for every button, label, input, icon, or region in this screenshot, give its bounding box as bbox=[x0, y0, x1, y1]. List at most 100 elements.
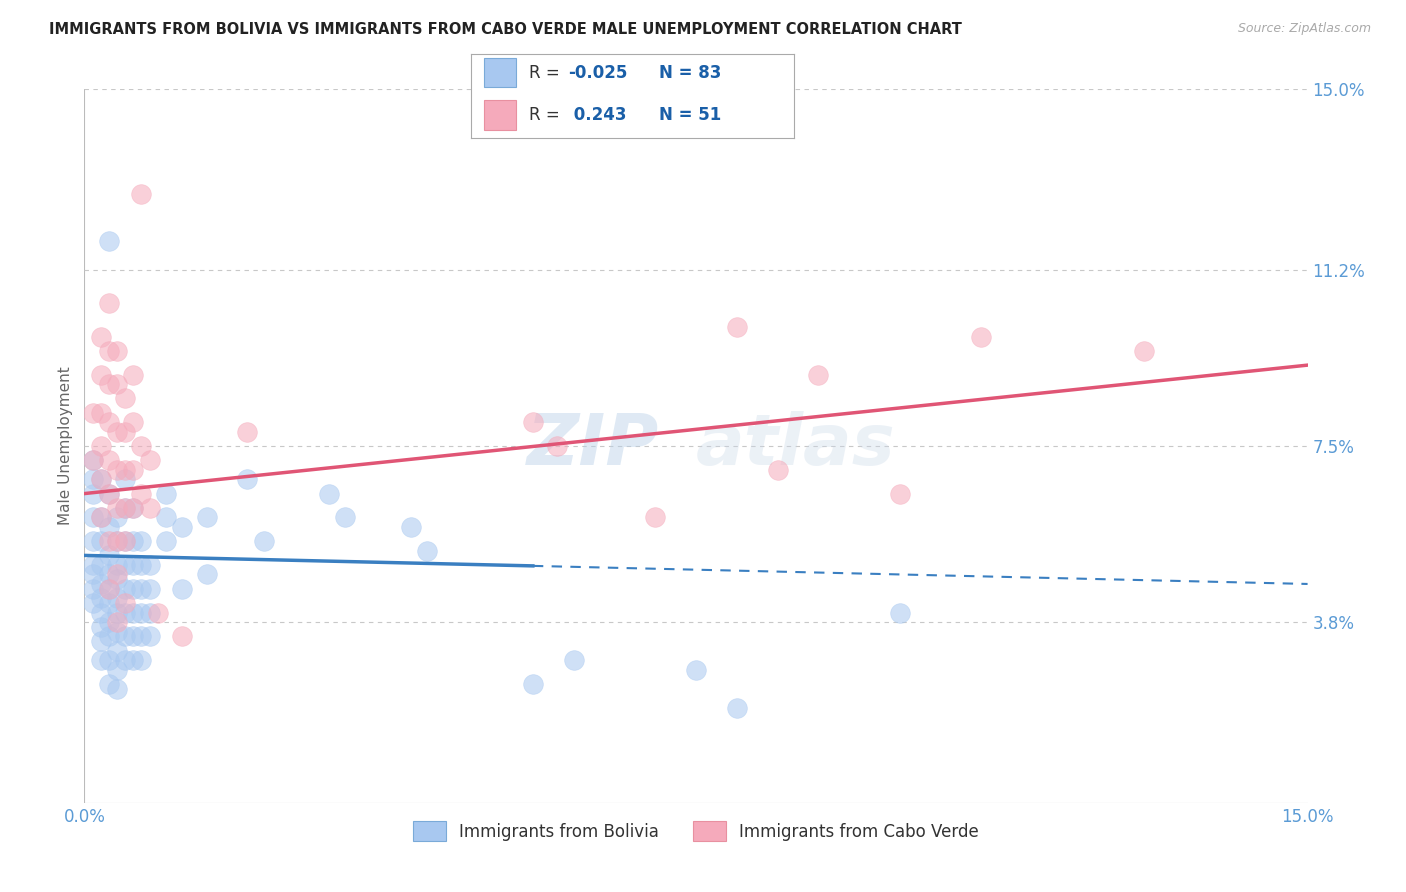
Point bbox=[97, 235, 120, 249]
Point bbox=[97, 520, 120, 534]
Point bbox=[105, 534, 128, 549]
Point bbox=[562, 653, 585, 667]
Point bbox=[82, 582, 104, 596]
Point bbox=[105, 624, 128, 639]
Point bbox=[889, 486, 911, 500]
Point bbox=[97, 343, 120, 358]
Point bbox=[97, 677, 120, 691]
Point bbox=[82, 510, 104, 524]
Point bbox=[114, 596, 136, 610]
Legend: Immigrants from Bolivia, Immigrants from Cabo Verde: Immigrants from Bolivia, Immigrants from… bbox=[406, 814, 986, 848]
Point bbox=[105, 663, 128, 677]
Point bbox=[97, 486, 120, 500]
Point bbox=[114, 653, 136, 667]
Point bbox=[114, 534, 136, 549]
Point bbox=[172, 520, 194, 534]
Point bbox=[105, 591, 128, 606]
Point bbox=[105, 558, 128, 572]
Point bbox=[122, 653, 145, 667]
Point bbox=[131, 653, 153, 667]
Point bbox=[97, 296, 120, 310]
Point bbox=[122, 415, 145, 429]
Point bbox=[90, 558, 112, 572]
Point bbox=[122, 368, 145, 382]
Point bbox=[114, 425, 136, 439]
Point bbox=[105, 377, 128, 392]
Point bbox=[122, 463, 145, 477]
Point bbox=[766, 463, 789, 477]
Point bbox=[105, 615, 128, 629]
Point bbox=[725, 700, 748, 714]
Point bbox=[97, 596, 120, 610]
Point bbox=[122, 629, 145, 643]
Point bbox=[105, 572, 128, 586]
Bar bbox=[484, 58, 516, 87]
Point bbox=[131, 534, 153, 549]
Point bbox=[1133, 343, 1156, 358]
Point bbox=[82, 453, 104, 467]
Point bbox=[138, 629, 160, 643]
Point bbox=[114, 500, 136, 515]
Point bbox=[195, 510, 218, 524]
Point bbox=[114, 463, 136, 477]
Point bbox=[97, 415, 120, 429]
Point bbox=[155, 510, 177, 524]
Point bbox=[138, 558, 160, 572]
Point bbox=[82, 558, 104, 572]
Point bbox=[82, 534, 104, 549]
Point bbox=[253, 534, 276, 549]
Point bbox=[138, 606, 160, 620]
Point bbox=[97, 582, 120, 596]
Text: R =: R = bbox=[529, 106, 565, 124]
Point bbox=[114, 472, 136, 486]
Point bbox=[685, 663, 707, 677]
Point bbox=[114, 629, 136, 643]
Point bbox=[105, 510, 128, 524]
Point bbox=[90, 620, 112, 634]
Text: IMMIGRANTS FROM BOLIVIA VS IMMIGRANTS FROM CABO VERDE MALE UNEMPLOYMENT CORRELAT: IMMIGRANTS FROM BOLIVIA VS IMMIGRANTS FR… bbox=[49, 22, 962, 37]
Point bbox=[97, 534, 120, 549]
Point bbox=[82, 486, 104, 500]
Point bbox=[105, 606, 128, 620]
Point bbox=[90, 577, 112, 591]
Point bbox=[399, 520, 422, 534]
Point bbox=[114, 534, 136, 549]
Point bbox=[105, 534, 128, 549]
Point bbox=[416, 543, 439, 558]
Point bbox=[195, 567, 218, 582]
Bar bbox=[484, 100, 516, 130]
Point bbox=[725, 320, 748, 334]
Point bbox=[97, 582, 120, 596]
Point bbox=[138, 500, 160, 515]
Point bbox=[146, 606, 169, 620]
Point bbox=[122, 606, 145, 620]
Text: ZIP: ZIP bbox=[527, 411, 659, 481]
Point bbox=[131, 606, 153, 620]
Point bbox=[82, 406, 104, 420]
Point bbox=[122, 558, 145, 572]
Point bbox=[97, 377, 120, 392]
Point bbox=[138, 453, 160, 467]
Point bbox=[97, 653, 120, 667]
Point bbox=[522, 677, 544, 691]
Point bbox=[236, 425, 259, 439]
Point bbox=[155, 486, 177, 500]
Point bbox=[131, 186, 153, 201]
Text: -0.025: -0.025 bbox=[568, 63, 627, 81]
Point bbox=[546, 439, 568, 453]
Point bbox=[105, 681, 128, 696]
Text: N = 51: N = 51 bbox=[658, 106, 721, 124]
Point bbox=[90, 653, 112, 667]
Point bbox=[644, 510, 666, 524]
Point bbox=[82, 567, 104, 582]
Point bbox=[97, 486, 120, 500]
Point bbox=[82, 596, 104, 610]
Point bbox=[131, 439, 153, 453]
Point bbox=[105, 425, 128, 439]
Point bbox=[172, 629, 194, 643]
Point bbox=[105, 500, 128, 515]
Text: N = 83: N = 83 bbox=[658, 63, 721, 81]
Point bbox=[172, 582, 194, 596]
Point bbox=[114, 582, 136, 596]
Point bbox=[114, 500, 136, 515]
